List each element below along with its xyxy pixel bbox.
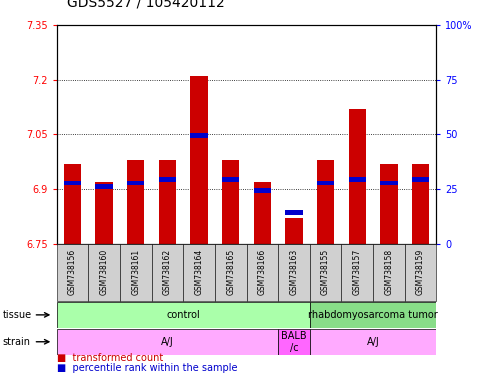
- Bar: [278, 329, 310, 355]
- Bar: [190, 76, 208, 244]
- Text: rhabdomyosarcoma tumor: rhabdomyosarcoma tumor: [308, 310, 438, 320]
- Bar: [222, 160, 240, 244]
- Text: ■  percentile rank within the sample: ■ percentile rank within the sample: [57, 363, 237, 373]
- Bar: [253, 188, 271, 193]
- Bar: [190, 133, 208, 138]
- Bar: [380, 164, 397, 244]
- Text: GSM738156: GSM738156: [68, 248, 77, 295]
- Text: BALB
/c: BALB /c: [281, 331, 307, 353]
- Bar: [127, 181, 144, 185]
- Bar: [120, 244, 152, 301]
- Bar: [317, 160, 334, 244]
- Text: GSM738161: GSM738161: [131, 248, 141, 295]
- Text: strain: strain: [2, 337, 31, 347]
- Text: GSM738165: GSM738165: [226, 248, 235, 295]
- Text: GSM738155: GSM738155: [321, 248, 330, 295]
- Bar: [285, 210, 303, 215]
- Bar: [57, 302, 310, 328]
- Bar: [349, 109, 366, 244]
- Text: GSM738160: GSM738160: [100, 248, 108, 295]
- Text: A/J: A/J: [367, 337, 380, 347]
- Bar: [64, 164, 81, 244]
- Text: control: control: [166, 310, 200, 320]
- Bar: [373, 244, 405, 301]
- Bar: [317, 181, 334, 185]
- Bar: [57, 244, 88, 301]
- Bar: [152, 244, 183, 301]
- Bar: [380, 181, 397, 185]
- Bar: [159, 177, 176, 182]
- Bar: [253, 182, 271, 244]
- Bar: [96, 182, 113, 244]
- Bar: [310, 329, 436, 355]
- Bar: [159, 160, 176, 244]
- Text: tissue: tissue: [2, 310, 32, 320]
- Text: GSM738166: GSM738166: [258, 248, 267, 295]
- Bar: [96, 184, 113, 189]
- Bar: [405, 244, 436, 301]
- Text: GSM738163: GSM738163: [289, 248, 298, 295]
- Text: GSM738158: GSM738158: [385, 248, 393, 295]
- Text: ■  transformed count: ■ transformed count: [57, 353, 163, 363]
- Text: GSM738157: GSM738157: [352, 248, 362, 295]
- Bar: [285, 218, 303, 244]
- Bar: [127, 160, 144, 244]
- Bar: [222, 177, 240, 182]
- Bar: [278, 244, 310, 301]
- Bar: [341, 244, 373, 301]
- Bar: [412, 177, 429, 182]
- Text: GSM738164: GSM738164: [195, 248, 204, 295]
- Bar: [349, 177, 366, 182]
- Bar: [64, 181, 81, 185]
- Bar: [310, 244, 341, 301]
- Text: A/J: A/J: [161, 337, 174, 347]
- Text: GDS5527 / 105420112: GDS5527 / 105420112: [67, 0, 224, 10]
- Bar: [183, 244, 215, 301]
- Text: GSM738162: GSM738162: [163, 248, 172, 295]
- Bar: [215, 244, 246, 301]
- Bar: [310, 302, 436, 328]
- Bar: [412, 164, 429, 244]
- Bar: [88, 244, 120, 301]
- Bar: [57, 329, 278, 355]
- Bar: [246, 244, 278, 301]
- Text: GSM738159: GSM738159: [416, 248, 425, 295]
